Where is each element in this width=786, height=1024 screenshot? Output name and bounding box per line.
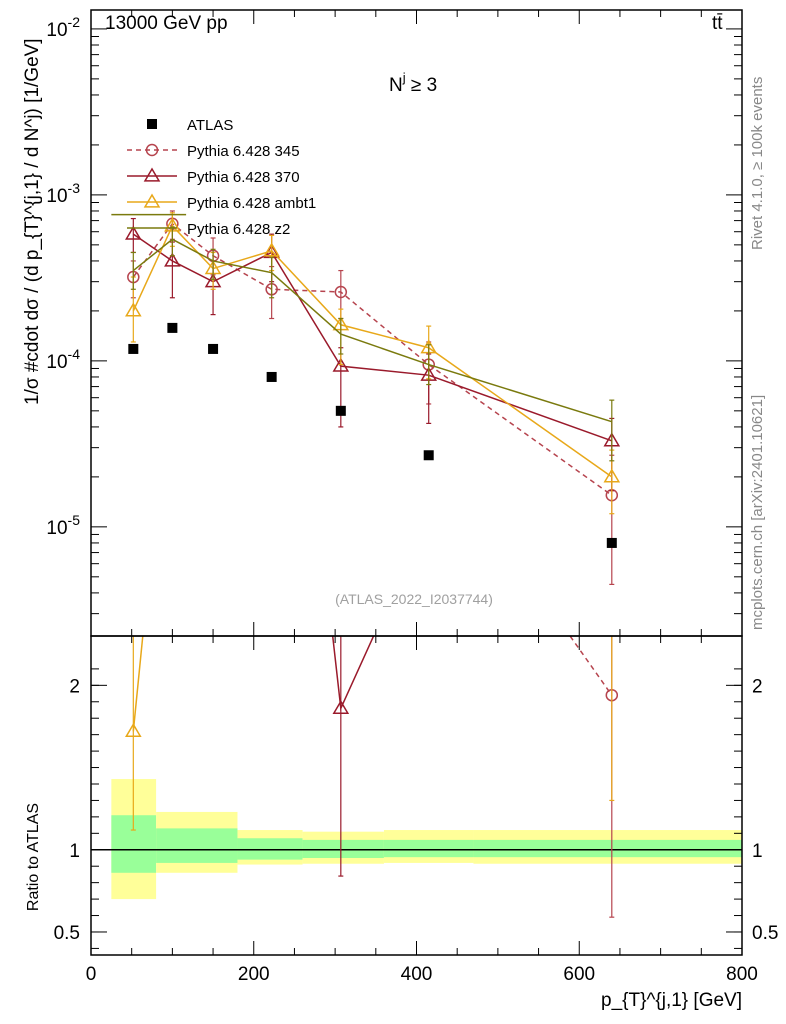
ratio-point bbox=[332, 699, 350, 715]
legend-label: Pythia 6.428 370 bbox=[187, 169, 300, 186]
legend: ATLAS Pythia 6.428 345 Pythia 6.428 370 Pyt… bbox=[127, 117, 316, 238]
series-0 bbox=[127, 210, 619, 586]
data-point bbox=[128, 343, 139, 354]
ratio-y-tick-label-right: 1 bbox=[752, 841, 763, 862]
ratio-uncertainty-bands bbox=[91, 779, 742, 900]
ratio-y-axis-label: Ratio to ATLAS bbox=[25, 803, 42, 911]
ratio-series-1 bbox=[331, 636, 375, 877]
ratio-band-inner bbox=[473, 839, 742, 858]
y-tick-label: 10-2 bbox=[46, 14, 80, 41]
ratio-band-inner bbox=[237, 838, 303, 860]
series-point bbox=[332, 357, 350, 372]
axes: 0 200 400 600 800 10-5 10-4 10-3 10-2 0.5 0.5 1 1 2 2 bbox=[46, 9, 778, 985]
series-3 bbox=[111, 213, 615, 462]
x-tick-label: 600 bbox=[563, 964, 595, 985]
series-2 bbox=[125, 212, 621, 515]
series-line bbox=[132, 224, 613, 478]
y-tick-label: 10-3 bbox=[46, 180, 80, 207]
ratio-frame bbox=[90, 635, 743, 956]
series-point bbox=[125, 302, 142, 317]
main-frame bbox=[90, 9, 743, 637]
analysis-id-label: (ATLAS_2022_I2037744) bbox=[335, 591, 493, 607]
ratio-y-tick-label: 2 bbox=[69, 676, 80, 697]
legend-marker bbox=[145, 143, 159, 157]
series-point bbox=[125, 225, 142, 240]
x-tick-label: 400 bbox=[401, 964, 433, 985]
x-tick-label: 200 bbox=[238, 964, 270, 985]
y-tick-label: 10-5 bbox=[46, 512, 80, 539]
mcplots-label: mcplots.cern.ch [arXiv:2401.10621] bbox=[749, 395, 766, 630]
legend-item: Pythia 6.428 z2 bbox=[127, 221, 290, 238]
series-point bbox=[164, 252, 181, 267]
series-point bbox=[334, 285, 348, 299]
ratio-y-tick-label-right: 0.5 bbox=[752, 923, 778, 944]
legend-label: ATLAS bbox=[187, 117, 233, 134]
x-axis-title: p_{T}^{j,1} [GeV] bbox=[601, 990, 742, 1011]
series-line bbox=[132, 222, 613, 496]
main-y-axis-title: 1/σ #cdot dσ / (d p_{T}^{j,1} / d N^j) [… bbox=[22, 38, 43, 405]
ratio-y-tick-label: 0.5 bbox=[54, 923, 80, 944]
series-1 bbox=[125, 217, 621, 492]
data-point bbox=[208, 343, 219, 354]
header-energy-label: 13000 GeV pp bbox=[105, 13, 228, 34]
ratio-band-inner bbox=[302, 839, 384, 858]
legend-item: Pythia 6.428 ambt1 bbox=[127, 193, 316, 212]
data-point bbox=[167, 322, 178, 333]
series-line bbox=[132, 238, 613, 423]
data-points bbox=[128, 322, 617, 548]
legend-item: Pythia 6.428 345 bbox=[127, 143, 300, 160]
y-tick-label: 10-4 bbox=[46, 346, 80, 373]
legend-label: Pythia 6.428 ambt1 bbox=[187, 195, 316, 212]
ratio-plot bbox=[125, 131, 619, 918]
ratio-band-inner bbox=[383, 839, 474, 858]
legend-marker bbox=[143, 167, 161, 182]
header-process-label: tt̄ bbox=[712, 13, 723, 34]
main-plot bbox=[111, 210, 621, 586]
ratio-y-tick-label: 1 bbox=[69, 841, 80, 862]
legend-item: Pythia 6.428 370 bbox=[127, 167, 300, 186]
data-point bbox=[423, 450, 434, 461]
rivet-version-label: Rivet 4.1.0, ≥ 100k events bbox=[749, 77, 766, 250]
main-y-axis-label: 1/σ #cdot dσ / (d p_{T}^{j,1} / d N^j) [… bbox=[22, 38, 43, 405]
ratio-y-tick-label-right: 2 bbox=[752, 676, 763, 697]
series-point bbox=[263, 242, 280, 257]
ratio-band-inner bbox=[156, 828, 238, 863]
legend-marker bbox=[143, 193, 161, 208]
series-point bbox=[603, 468, 621, 483]
legend-item: ATLAS bbox=[147, 117, 233, 134]
ratio-series-line bbox=[133, 131, 611, 537]
legend-label: Pythia 6.428 345 bbox=[187, 143, 300, 160]
data-point bbox=[266, 371, 277, 382]
panel-title-main: Nj ≥ 3 bbox=[389, 70, 437, 96]
legend-marker bbox=[147, 119, 157, 129]
ratio-series-2 bbox=[125, 636, 615, 831]
legend-label: Pythia 6.428 z2 bbox=[187, 221, 290, 238]
data-point bbox=[606, 537, 617, 548]
data-point bbox=[335, 405, 346, 416]
panel-title: Nj ≥ 3 bbox=[389, 70, 437, 96]
x-tick-label: 800 bbox=[726, 964, 758, 985]
ratio-point bbox=[125, 722, 142, 738]
series-line bbox=[132, 233, 613, 442]
x-tick-label: 0 bbox=[86, 964, 97, 985]
ratio-series-3 bbox=[133, 131, 611, 537]
